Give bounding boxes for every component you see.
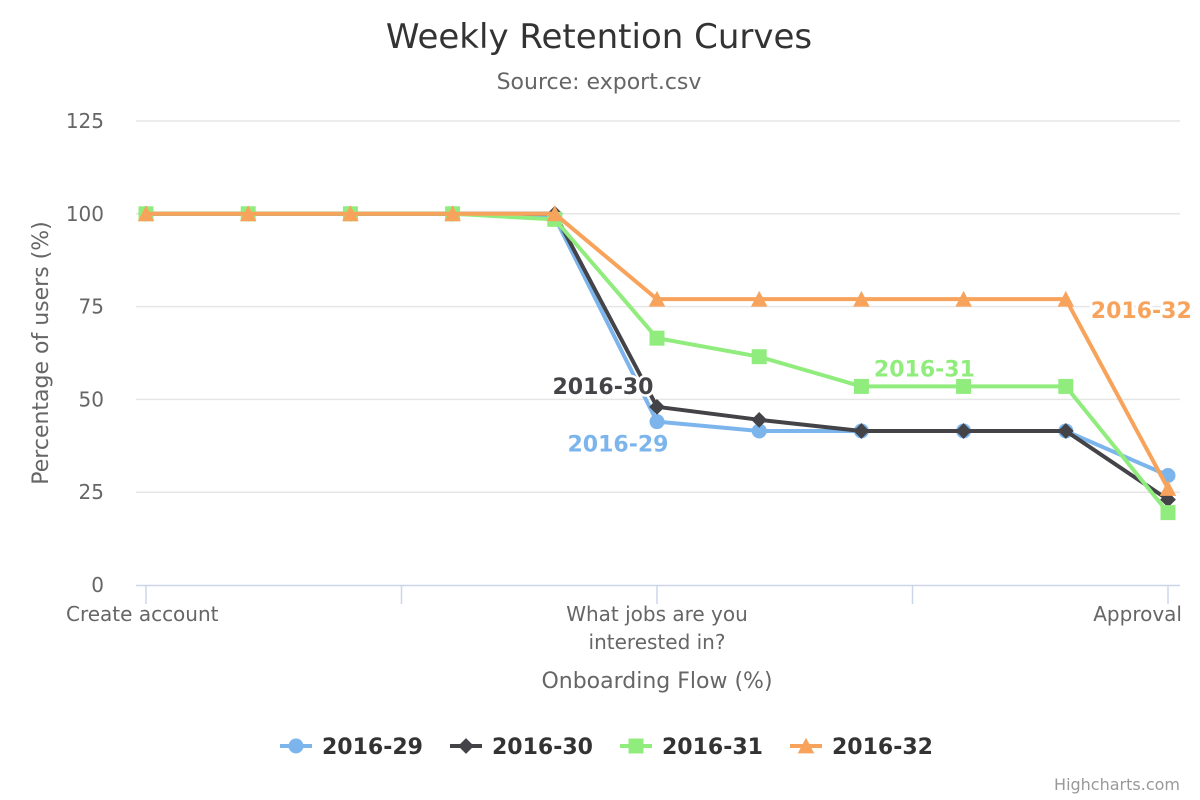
data-point-2016-31 <box>1160 505 1176 521</box>
y-axis: 0 25 50 75 100 125 <box>66 109 104 597</box>
series-2016-32 <box>137 205 1177 496</box>
legend-marker <box>458 738 474 754</box>
legend-item-2016-29[interactable]: 2016-29 <box>280 735 423 760</box>
data-point-2016-32 <box>546 205 564 222</box>
data-point-2016-32 <box>444 205 461 222</box>
x-tick-label: Create account <box>66 602 219 626</box>
legend-item-2016-31[interactable]: 2016-31 <box>620 735 763 760</box>
series-group <box>137 205 1177 521</box>
data-point-2016-29 <box>649 414 665 430</box>
data-point-2016-31 <box>1058 378 1074 394</box>
series-2016-30 <box>138 205 1176 508</box>
data-point-2016-32 <box>955 290 972 307</box>
legend-label: 2016-30 <box>492 735 593 760</box>
data-point-2016-30 <box>853 423 870 439</box>
series-line-2016-31 <box>144 211 1170 515</box>
data-point-2016-31 <box>649 330 665 346</box>
credits-link[interactable]: Highcharts.com <box>1054 775 1180 794</box>
data-point-2016-30 <box>955 423 972 439</box>
series-label-2016-31: 2016-31 <box>874 357 975 382</box>
legend-item-2016-32[interactable]: 2016-32 <box>790 735 933 760</box>
data-point-2016-32 <box>1159 480 1177 496</box>
x-tick-label: interested in? <box>589 630 726 654</box>
data-point-2016-29 <box>751 423 767 439</box>
y-tick-label: 25 <box>79 480 104 504</box>
data-point-2016-32 <box>1057 290 1075 307</box>
legend-marker <box>628 738 644 754</box>
y-tick-label: 75 <box>79 295 104 319</box>
legend-marker <box>288 738 304 754</box>
legend: 2016-29 2016-30 2016-31 2016-32 <box>280 735 933 760</box>
data-point-2016-30 <box>751 411 768 428</box>
data-labels: 2016-29 2016-30 2016-31 2016-32 <box>550 297 1194 460</box>
data-point-2016-31 <box>751 349 767 365</box>
data-point-2016-32 <box>342 205 359 222</box>
series-label-2016-30: 2016-30 <box>553 375 654 400</box>
y-tick-label: 0 <box>91 573 104 597</box>
legend-item-2016-30[interactable]: 2016-30 <box>450 735 593 760</box>
series-label-2016-29: 2016-29 <box>568 433 669 458</box>
data-point-2016-31 <box>853 378 869 394</box>
legend-marker <box>797 737 815 754</box>
legend-label: 2016-32 <box>832 735 933 760</box>
chart-subtitle: Source: export.csv <box>497 70 702 95</box>
y-tick-label: 50 <box>79 387 104 411</box>
y-axis-title: Percentage of users (%) <box>29 221 54 484</box>
legend-label: 2016-31 <box>662 735 763 760</box>
data-point-2016-32 <box>239 205 257 222</box>
data-point-2016-30 <box>649 398 665 415</box>
series-label-2016-32: 2016-32 <box>1091 299 1192 324</box>
data-point-2016-30 <box>1057 423 1074 439</box>
data-point-2016-31 <box>956 378 972 394</box>
legend-label: 2016-29 <box>322 735 423 760</box>
data-point-2016-32 <box>137 205 155 222</box>
x-axis: Create account What jobs are you intereste… <box>66 584 1182 654</box>
data-point-2016-32 <box>853 290 870 307</box>
data-point-2016-32 <box>750 290 768 307</box>
y-tick-label: 100 <box>66 202 104 226</box>
series-2016-31 <box>138 206 1176 521</box>
x-tick-label: What jobs are you <box>566 602 748 626</box>
x-axis-title: Onboarding Flow (%) <box>541 669 772 694</box>
y-tick-label: 125 <box>66 109 104 133</box>
x-tick-label: Approval <box>1093 602 1182 626</box>
chart-title: Weekly Retention Curves <box>386 17 812 57</box>
data-point-2016-32 <box>648 290 666 307</box>
